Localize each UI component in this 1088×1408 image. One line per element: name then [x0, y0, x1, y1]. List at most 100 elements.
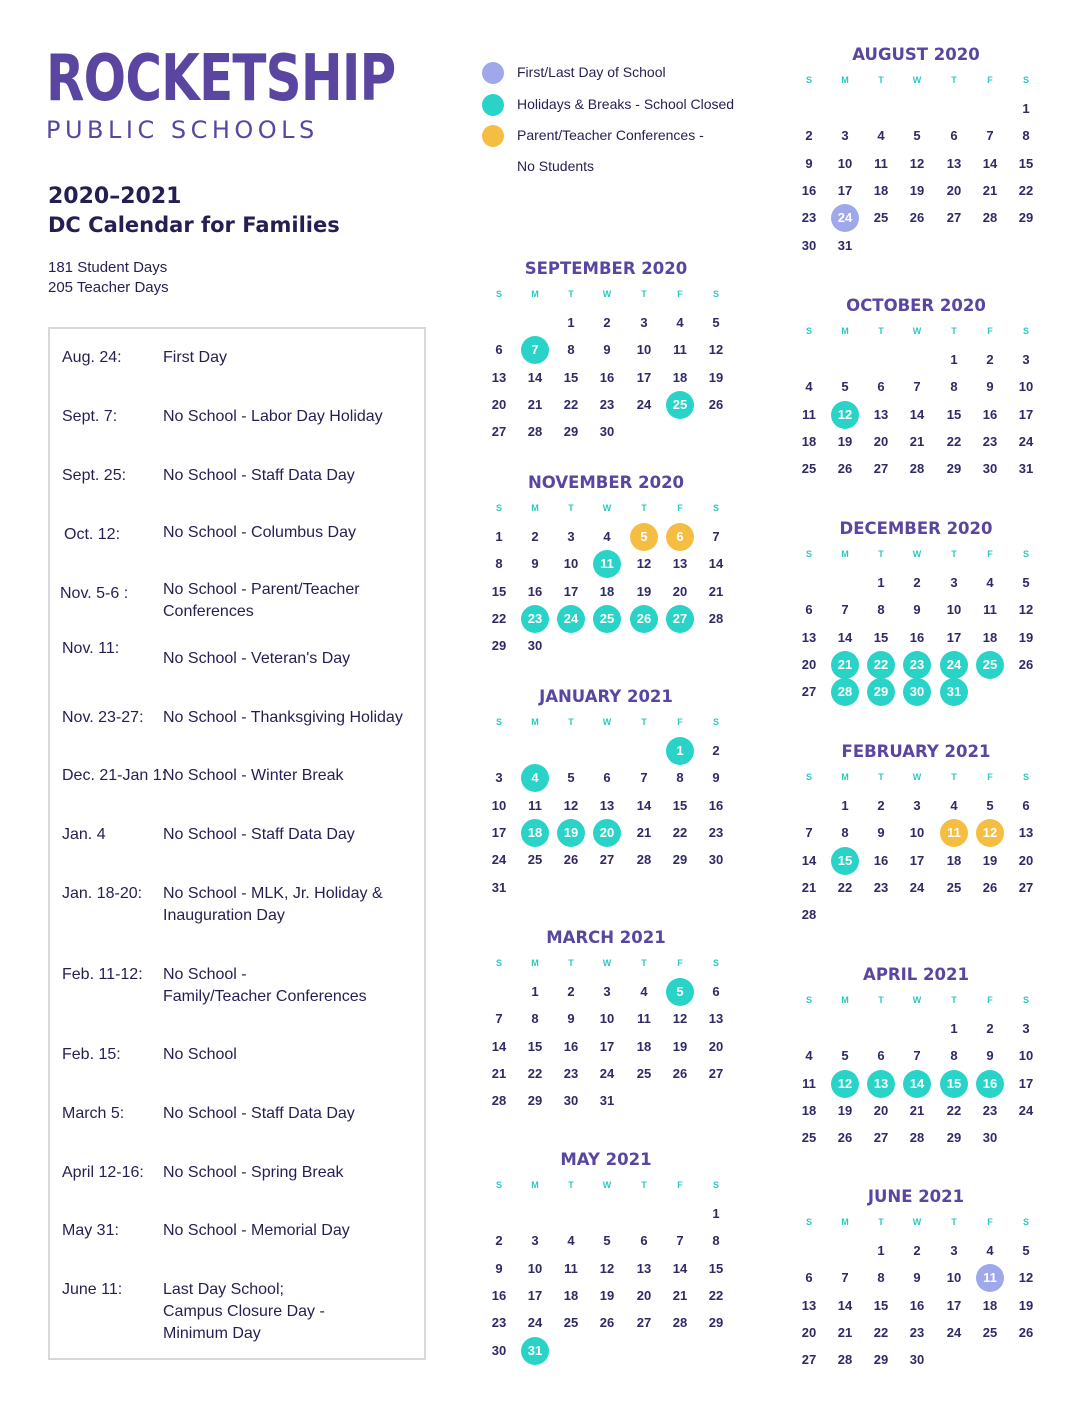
day-cell: 29 [708, 1315, 724, 1331]
highlighted-day: 31 [940, 678, 968, 707]
event-date: Nov. 5-6 : [60, 585, 129, 602]
day-cell: 18 [946, 852, 962, 868]
event-date: Jan. 4 [62, 826, 106, 843]
day-cell: 6 [712, 984, 720, 999]
day-cell: 19 [1018, 629, 1034, 645]
legend-label: Holidays & Breaks - School Closed [517, 96, 735, 112]
day-cell: 19 [982, 852, 998, 868]
day-cell: 1 [841, 798, 849, 813]
weekday-label: M [841, 1217, 849, 1227]
weekday-label: T [568, 1180, 574, 1190]
day-cell: 24 [1018, 433, 1034, 449]
day-cell: 20 [1018, 852, 1034, 868]
weekday-label: F [987, 326, 993, 336]
month-calendar: NOVEMBER 2020 S M T W T F S 1 2 3 4 5 6 7 8 9 10 11 12 13 14 1… [481, 473, 731, 653]
highlighted-day: 12 [976, 819, 1004, 848]
highlighted-day: 27 [666, 604, 694, 633]
day-cell: 18 [982, 629, 998, 645]
day-cell: 23 [599, 396, 615, 412]
day-cell: 5 [712, 315, 720, 330]
day-cell: 8 [495, 556, 503, 572]
event-description: No School - Parent/Teacher Conferences [163, 581, 360, 620]
weekday-label: S [805, 1217, 812, 1227]
day-cell: 16 [982, 406, 998, 422]
day-cell: 30 [708, 852, 724, 868]
day-cell: 14 [491, 1038, 507, 1054]
day-cell: 4 [603, 529, 611, 544]
weekday-label: W [912, 772, 922, 782]
weekday-label: T [951, 772, 957, 782]
month-calendar: OCTOBER 2020 S M T W T F S 1 2 3 4 5 6 7 8 9 10 11 12 13 14 15… [791, 296, 1041, 476]
event-date: Nov. 11: [62, 640, 120, 657]
event-description: No School - Veteran's Day [163, 650, 351, 667]
highlighted-day: 6 [666, 523, 694, 551]
day-cell: 19 [909, 182, 925, 198]
day-cell: 9 [712, 770, 720, 786]
event-date: Sept. 7: [62, 408, 118, 425]
weekday-label: T [568, 503, 574, 513]
day-cell: 30 [909, 1352, 925, 1368]
highlighted-day: 25 [593, 604, 621, 633]
day-cell: 29 [946, 1130, 962, 1146]
day-cell: 23 [909, 1324, 925, 1340]
day-cell: 4 [676, 315, 684, 330]
day-cell: 25 [946, 879, 962, 895]
highlighted-day: 11 [940, 819, 968, 848]
event-description: Last Day School; Campus Closure Day - Mi… [163, 1281, 325, 1342]
day-cell: 13 [491, 369, 507, 385]
weekday-label: W [912, 549, 922, 559]
day-cell: 6 [640, 1233, 648, 1249]
day-cell: 4 [986, 575, 994, 590]
day-cell: 23 [982, 1102, 998, 1118]
highlighted-day: 24 [831, 204, 859, 233]
event-description: No School - Staff Data Day [163, 826, 355, 843]
day-cell: 7 [640, 770, 648, 786]
day-cell: 12 [909, 155, 925, 171]
month-calendar: APRIL 2021 S M T W T F S 1 2 3 4 5 6 7 8 9 10 11 12 13 14 15 16… [791, 965, 1041, 1145]
day-cell: 17 [491, 824, 507, 840]
weekday-label: W [602, 958, 612, 968]
day-cell: 26 [563, 852, 579, 868]
day-cell: 16 [909, 629, 925, 645]
legend-swatch [482, 94, 504, 116]
day-cell: 14 [527, 369, 543, 385]
day-cell: 2 [913, 1243, 921, 1258]
event-description: No School - Spring Break [163, 1164, 344, 1181]
title-block: 2020–2021 DC Calendar for Families [48, 184, 340, 237]
day-cell: 28 [909, 461, 925, 477]
day-counts: 181 Student Days 205 Teacher Days [48, 258, 169, 298]
legend-swatch [482, 125, 504, 147]
day-cell: 22 [946, 1102, 962, 1118]
month-title: JUNE 2021 [867, 1187, 965, 1206]
day-cell: 7 [712, 529, 720, 544]
weekday-label: W [602, 289, 612, 299]
month-calendar: MAY 2021 S M T W T F S 1 2 3 4 5 6 7 8 9 10 11 12 13 14 15 16 17… [481, 1150, 731, 1365]
day-cell: 21 [909, 433, 925, 449]
day-cell: 21 [491, 1065, 507, 1081]
highlighted-day: 18 [521, 818, 549, 847]
day-cell: 16 [563, 1038, 579, 1054]
event-description: First Day [163, 349, 227, 366]
day-cell: 20 [873, 1102, 889, 1118]
day-cell: 14 [909, 406, 925, 422]
day-cell: 4 [640, 984, 648, 999]
day-cell: 3 [567, 529, 575, 544]
teacher-days: 205 Teacher Days [48, 279, 169, 296]
day-cell: 18 [873, 182, 889, 198]
weekday-label: T [878, 75, 884, 85]
weekday-label: S [712, 289, 719, 299]
day-cell: 19 [599, 1287, 615, 1303]
day-cell: 11 [564, 1260, 578, 1276]
day-cell: 27 [873, 1130, 889, 1146]
weekday-label: S [1022, 549, 1029, 559]
highlighted-day: 12 [831, 400, 859, 429]
day-cell: 9 [531, 556, 539, 572]
weekday-label: S [495, 958, 502, 968]
day-cell: 29 [563, 424, 579, 440]
